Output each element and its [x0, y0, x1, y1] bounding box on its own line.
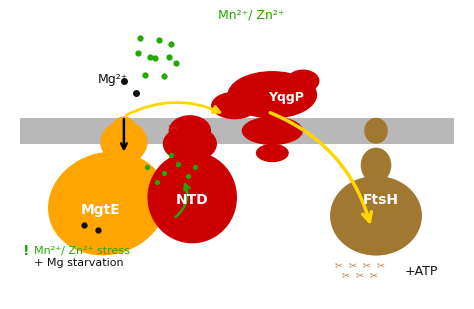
Text: ✂: ✂: [370, 270, 378, 281]
Ellipse shape: [48, 152, 167, 255]
Text: Mn²⁺/ Zn²⁺ stress: Mn²⁺/ Zn²⁺ stress: [35, 246, 130, 256]
Text: YqgP: YqgP: [269, 91, 304, 104]
Ellipse shape: [361, 148, 392, 183]
Text: ✂: ✂: [341, 270, 349, 281]
Text: NTD: NTD: [176, 193, 209, 207]
FancyArrowPatch shape: [270, 113, 371, 222]
Text: ✂: ✂: [356, 270, 364, 281]
Text: ✂: ✂: [168, 122, 179, 136]
Text: !: !: [23, 244, 29, 258]
Ellipse shape: [256, 144, 289, 162]
Text: ✂: ✂: [348, 260, 356, 270]
Ellipse shape: [228, 71, 317, 119]
Ellipse shape: [169, 115, 211, 146]
FancyArrowPatch shape: [127, 102, 220, 115]
Text: ✂: ✂: [334, 260, 342, 270]
Ellipse shape: [100, 121, 147, 164]
Ellipse shape: [242, 116, 303, 145]
Ellipse shape: [364, 118, 388, 144]
Text: Mg²⁺: Mg²⁺: [98, 73, 128, 86]
Bar: [20, 118, 454, 144]
Ellipse shape: [330, 176, 422, 256]
Ellipse shape: [211, 92, 258, 119]
FancyArrowPatch shape: [175, 184, 190, 217]
Ellipse shape: [163, 125, 217, 162]
Ellipse shape: [286, 70, 319, 92]
Text: FtsH: FtsH: [363, 193, 399, 207]
Text: Mn²⁺/ Zn²⁺: Mn²⁺/ Zn²⁺: [218, 9, 285, 22]
Ellipse shape: [111, 116, 137, 145]
Ellipse shape: [147, 151, 237, 243]
Text: +ATP: +ATP: [404, 265, 438, 278]
Text: + Mg starvation: + Mg starvation: [35, 258, 124, 268]
Text: MgtE: MgtE: [81, 203, 120, 217]
Text: ✂: ✂: [377, 260, 385, 270]
Text: ✂: ✂: [363, 260, 371, 270]
